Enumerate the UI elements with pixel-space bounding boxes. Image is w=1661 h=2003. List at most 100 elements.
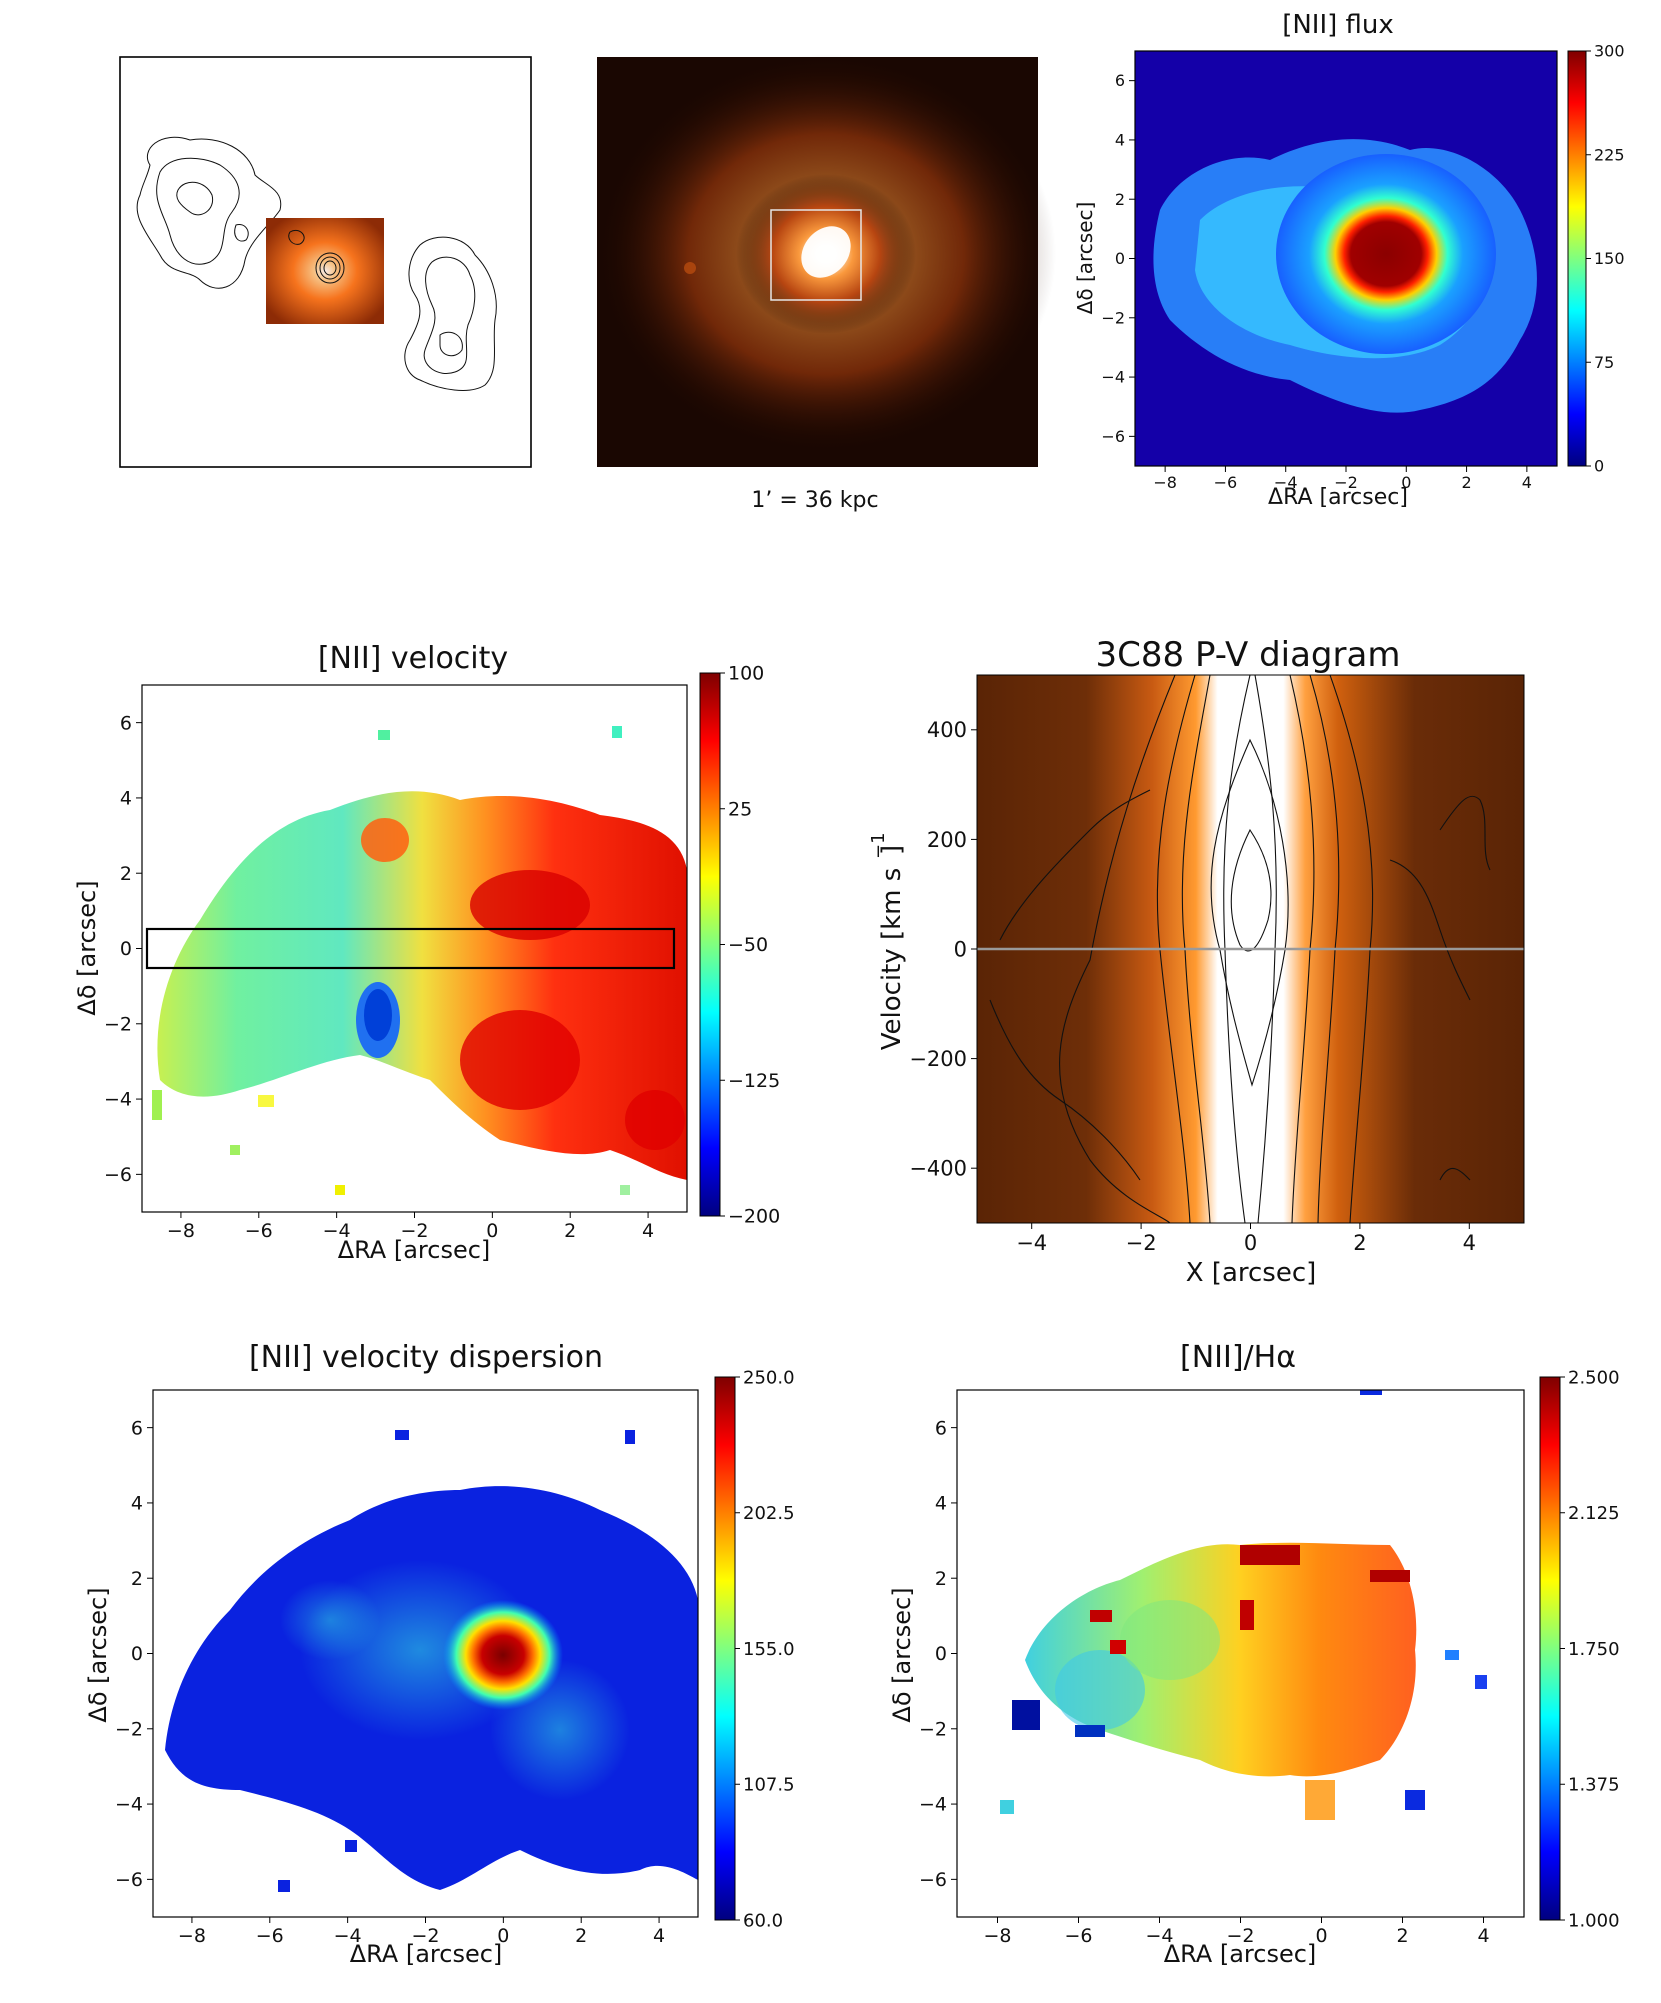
flux-cbar-tick-label: 225 xyxy=(1594,145,1625,164)
pv-xlabel: X [arcsec] xyxy=(1186,1258,1317,1288)
pv-xtick-label: −2 xyxy=(1126,1231,1157,1255)
velocity-ytick-label: −4 xyxy=(104,1089,132,1111)
velocity-colorbar-ticks: −200 −125 −50 25 100 xyxy=(720,663,780,1228)
pv-ytick-label: −200 xyxy=(909,1047,967,1071)
velocity-xtick-label: −2 xyxy=(400,1220,428,1242)
velocity-ylabel: Δδ [arcsec] xyxy=(73,880,101,1015)
pv-xtick-label: 4 xyxy=(1463,1231,1476,1255)
dispersion-xtick-label: 4 xyxy=(653,1925,665,1947)
ratio-xtick-label: 0 xyxy=(1315,1925,1327,1947)
pv-ylabel-superscript: −1 xyxy=(868,832,889,859)
flux-ytick-label: −2 xyxy=(1101,308,1125,327)
velocity-ytick-label: 4 xyxy=(120,788,132,810)
pv-xtick-label: 2 xyxy=(1353,1231,1366,1255)
scale-caption: 1’ = 36 kpc xyxy=(751,488,878,513)
velocity-xtick-label: 0 xyxy=(486,1220,498,1242)
flux-colorbar-ticks: 0 75 150 225 300 xyxy=(1586,42,1625,476)
dispersion-xtick-label: −6 xyxy=(256,1925,284,1947)
pv-axes: −4 −2 0 2 4 −400 −200 0 200 400 xyxy=(909,718,1476,1255)
ratio-cbar-tick-label: 1.000 xyxy=(1568,1910,1620,1931)
ratio-ytick-label: 0 xyxy=(935,1643,947,1665)
pv-ytick-label: 400 xyxy=(927,718,967,742)
velocity-xtick-label: −6 xyxy=(245,1220,273,1242)
pv-panel: 3C88 P-V diagram −4 −2 0 2 4−400−2000200400 … xyxy=(868,635,1525,1288)
ratio-axes: −8 −6 −4 −2 0 2 4 −6 −4 −2 0 2 4 6 xyxy=(919,1417,1490,1947)
flux-xtick-label: −2 xyxy=(1334,473,1358,492)
dispersion-cbar-tick-label: 250.0 xyxy=(743,1367,795,1388)
velocity-cbar-tick-label: 100 xyxy=(728,663,764,685)
dispersion-ytick-label: −4 xyxy=(115,1794,143,1816)
dispersion-colorbar xyxy=(714,1376,736,1921)
ratio-panel: [NII]/Hα −8 −6 −4 −2 0 2 4 −6 −4 −2 0 2 4 6 ΔRA [arcs… xyxy=(888,1340,1620,1968)
dispersion-cbar-tick-label: 202.5 xyxy=(743,1503,795,1524)
flux-axes: −8 −6 −4 −2 0 2 4 −6 −4 −2 0 2 4 6 xyxy=(1101,71,1532,492)
dispersion-xtick-label: 2 xyxy=(575,1925,587,1947)
ratio-cbar-tick-label: 2.500 xyxy=(1568,1367,1620,1388)
velocity-cbar-tick-label: −125 xyxy=(728,1070,780,1092)
ratio-xtick-label: −8 xyxy=(983,1925,1011,1947)
ratio-cbar-tick-label: 1.375 xyxy=(1568,1775,1620,1796)
dispersion-title: [NII] velocity dispersion xyxy=(249,1340,603,1375)
ratio-ytick-label: −2 xyxy=(919,1718,947,1740)
flux-cbar-tick-label: 300 xyxy=(1594,42,1625,61)
ratio-ytick-label: 4 xyxy=(935,1493,947,1515)
pv-ylabel-close: ] xyxy=(877,845,907,855)
velocity-axes: −8 −6 −4 −2 0 2 4 −6 −4 −2 0 2 4 6 xyxy=(104,712,654,1242)
ratio-ytick-label: 2 xyxy=(935,1568,947,1590)
velocity-ytick-label: −6 xyxy=(104,1164,132,1186)
flux-xtick-label: 0 xyxy=(1401,473,1411,492)
flux-ylabel: Δδ [arcsec] xyxy=(1073,202,1097,315)
ratio-colorbar xyxy=(1539,1376,1561,1921)
pv-xtick-label: 0 xyxy=(1244,1231,1257,1255)
velocity-ytick-label: 2 xyxy=(120,863,132,885)
dispersion-xtick-label: −8 xyxy=(178,1925,206,1947)
pv-title: 3C88 P-V diagram xyxy=(1096,635,1401,675)
ratio-cbar-tick-label: 2.125 xyxy=(1568,1503,1620,1524)
flux-xtick-label: 2 xyxy=(1461,473,1471,492)
ratio-xtick-label: −6 xyxy=(1064,1925,1092,1947)
flux-cbar-tick-label: 150 xyxy=(1594,249,1625,268)
pv-xtick-label: −4 xyxy=(1016,1231,1047,1255)
velocity-cbar-tick-label: −200 xyxy=(728,1206,780,1228)
velocity-xtick-label: −4 xyxy=(323,1220,351,1242)
velocity-xtick-label: −8 xyxy=(167,1220,195,1242)
dispersion-ylabel: Δδ [arcsec] xyxy=(84,1587,112,1722)
pv-ylabel: Velocity [km s xyxy=(877,868,907,1051)
flux-ytick-label: 2 xyxy=(1115,190,1125,209)
velocity-title: [NII] velocity xyxy=(318,641,508,676)
ratio-title: [NII]/Hα xyxy=(1180,1340,1296,1375)
flux-xtick-label: −6 xyxy=(1214,473,1238,492)
radio-contour-lobes xyxy=(136,136,497,391)
flux-ytick-label: 4 xyxy=(1115,131,1125,150)
dispersion-panel: [NII] velocity dispersion −8 −6 −4 −2 0 2 4−6−… xyxy=(84,1340,795,1968)
velocity-colorbar xyxy=(699,672,721,1217)
pv-ytick-label: 200 xyxy=(927,828,967,852)
velocity-xlabel: ΔRA [arcsec] xyxy=(338,1236,491,1264)
ratio-xlabel: ΔRA [arcsec] xyxy=(1164,1940,1317,1968)
slit-box xyxy=(145,927,676,970)
velocity-xtick-label: 4 xyxy=(642,1220,654,1242)
flux-ytick-label: 0 xyxy=(1115,249,1125,268)
ratio-cbar-tick-label: 1.750 xyxy=(1568,1639,1620,1660)
ratio-ytick-label: −4 xyxy=(919,1794,947,1816)
flux-panel: [NII] flux −8 −6 −4 −2 0 2 4 −6 −4 −2 0 2 4 6 ΔRA [ar… xyxy=(1073,10,1625,510)
velocity-ytick-label: 0 xyxy=(120,938,132,960)
dispersion-xlabel: ΔRA [arcsec] xyxy=(350,1940,503,1968)
ratio-xtick-label: 2 xyxy=(1396,1925,1408,1947)
flux-xtick-label: −8 xyxy=(1153,473,1177,492)
flux-cbar-tick-label: 75 xyxy=(1594,353,1614,372)
dispersion-xtick-label: −4 xyxy=(334,1925,362,1947)
velocity-ytick-label: 6 xyxy=(120,712,132,734)
inset-contours xyxy=(288,230,345,284)
dispersion-colorbar-ticks: 60.0 107.5 155.0 202.5 250.0 xyxy=(735,1367,795,1931)
radio-overlay-panel xyxy=(119,56,532,468)
dispersion-ytick-label: −6 xyxy=(115,1869,143,1891)
velocity-cbar-tick-label: 25 xyxy=(728,798,752,820)
dispersion-ytick-label: 6 xyxy=(131,1417,143,1439)
ratio-colorbar-ticks: 1.000 1.375 1.750 2.125 2.500 xyxy=(1560,1367,1620,1931)
dispersion-cbar-tick-label: 107.5 xyxy=(743,1775,795,1796)
ratio-xtick-label: −4 xyxy=(1145,1925,1173,1947)
dispersion-xtick-label: 0 xyxy=(497,1925,509,1947)
pv-ylabel-group: Velocity [km s −1 ] xyxy=(868,832,907,1050)
